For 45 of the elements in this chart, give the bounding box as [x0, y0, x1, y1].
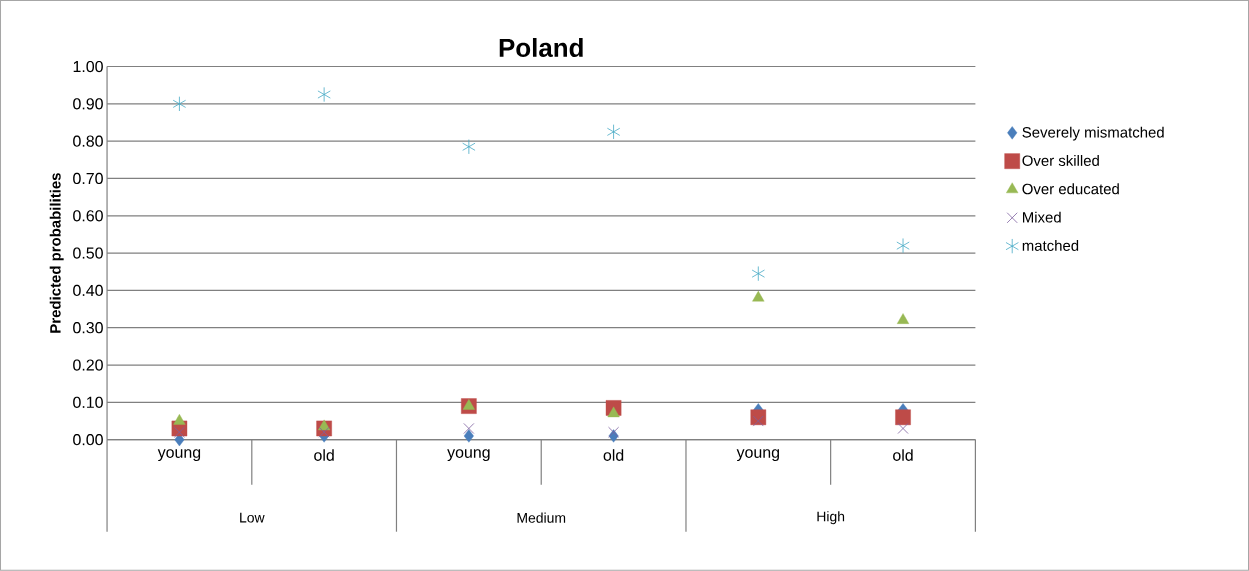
point [896, 313, 910, 324]
point [752, 291, 765, 302]
legend-label: matched [1022, 240, 1079, 252]
y-axis-title: Predicted probabilities [49, 173, 64, 333]
legend-label: Mixed [1022, 211, 1061, 223]
point [317, 87, 331, 103]
legend-label: Over educated [1022, 183, 1119, 195]
point [462, 399, 475, 410]
x-tick-label: young [157, 449, 201, 462]
x-tick-label: old [314, 449, 334, 462]
point [463, 423, 475, 435]
y-tick-label: 0.60 [73, 210, 103, 222]
y-tick-label: 0.90 [73, 98, 103, 110]
x-tick-label: old [603, 449, 624, 462]
y-tick-label: 0.40 [73, 284, 103, 297]
legend-label: Severely mismatched [1022, 126, 1164, 141]
y-tick-label: 0.80 [73, 135, 103, 147]
point [608, 426, 620, 438]
y-tick-label: 0.20 [73, 359, 103, 371]
text: Medium [517, 512, 566, 523]
x-tick-label: old [893, 449, 913, 462]
y-tick-label: 0.30 [73, 322, 103, 334]
point [173, 414, 186, 425]
point [751, 266, 765, 282]
text: Low [240, 512, 265, 523]
y-tick-label: 1.00 [73, 61, 103, 73]
x-tick-label: young [447, 449, 490, 462]
point [172, 96, 187, 112]
point [606, 124, 621, 140]
point [897, 423, 909, 435]
point [318, 426, 330, 438]
y-tick-label: 0.10 [73, 396, 103, 409]
point [462, 139, 476, 155]
point [607, 406, 620, 418]
point [896, 238, 910, 254]
y-tick-label: 0.50 [73, 247, 103, 259]
y-tick-label: 0.70 [73, 172, 103, 185]
point [463, 429, 474, 443]
legend-label: Over skilled [1022, 155, 1099, 167]
x-tick-label: young [736, 449, 779, 462]
y-tick-label: 0.00 [73, 434, 103, 446]
point [895, 409, 911, 426]
chart-title: Poland [499, 38, 583, 58]
point [173, 426, 185, 438]
text: High [817, 511, 845, 525]
